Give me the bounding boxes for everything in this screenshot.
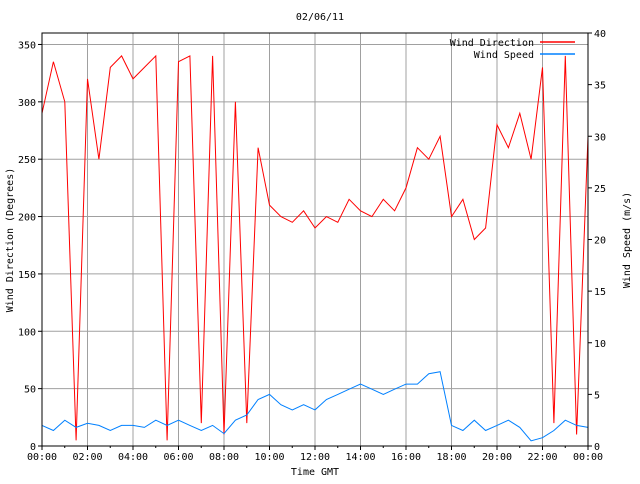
legend: Wind Direction Wind Speed (450, 38, 575, 61)
legend-label-wind-speed: Wind Speed (474, 50, 534, 61)
y-tick-label: 100 (18, 327, 36, 338)
y-tick-label: 300 (18, 98, 36, 109)
x-tick-label: 02:00 (72, 452, 102, 463)
y2-tick-label: 15 (594, 287, 606, 298)
x-tick-label: 12:00 (300, 452, 330, 463)
x-tick-label: 10:00 (254, 452, 284, 463)
y2-tick-label: 30 (594, 132, 606, 143)
x-tick-label: 16:00 (391, 452, 421, 463)
x-tick-label: 22:00 (527, 452, 557, 463)
x-tick-label: 06:00 (163, 452, 193, 463)
y-tick-label: 350 (18, 40, 36, 51)
series-layer (41, 54, 589, 442)
chart-title: 02/06/11 (296, 12, 344, 23)
x-tick-label: 18:00 (436, 452, 466, 463)
y-tick-label: 50 (24, 385, 36, 396)
y2-tick-label: 0 (594, 442, 600, 453)
y2-tick-label: 20 (594, 236, 606, 247)
y2-axis-label: Wind Speed (m/s) (622, 192, 633, 288)
y-tick-label: 0 (30, 442, 36, 453)
y2-tick-label: 25 (594, 184, 606, 195)
x-tick-label: 00:00 (573, 452, 603, 463)
ticks: 00:00 02:00 04:00 06:00 08:00 10:00 12:00 14:00… (18, 29, 606, 463)
y-tick-label: 250 (18, 155, 36, 166)
x-tick-label: 08:00 (209, 452, 239, 463)
series-line-wind-direction (41, 54, 589, 441)
y2-tick-label: 35 (594, 81, 606, 92)
x-axis-label: Time GMT (291, 467, 339, 478)
legend-label-wind-direction: Wind Direction (450, 38, 534, 49)
y-tick-label: 150 (18, 270, 36, 281)
y2-tick-label: 10 (594, 339, 606, 350)
x-tick-label: 20:00 (482, 452, 512, 463)
x-tick-label: 14:00 (345, 452, 375, 463)
y-axis-label: Wind Direction (Degrees) (5, 168, 16, 313)
y-tick-label: 200 (18, 213, 36, 224)
grid (42, 33, 588, 446)
series-line-wind-speed (41, 371, 589, 442)
y2-tick-label: 5 (594, 390, 600, 401)
y2-tick-label: 40 (594, 29, 606, 40)
x-tick-label: 00:00 (27, 452, 57, 463)
x-tick-label: 04:00 (118, 452, 148, 463)
